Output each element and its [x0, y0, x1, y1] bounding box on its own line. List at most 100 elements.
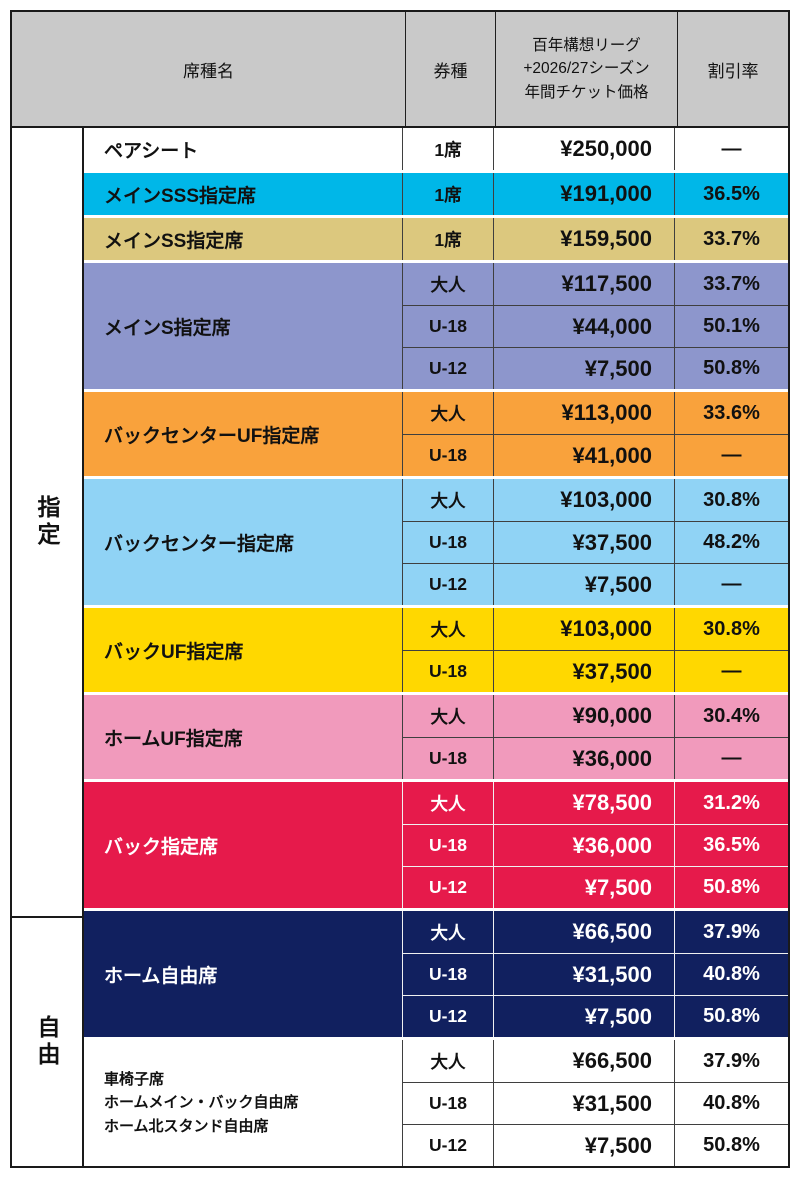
table-row: U-12 ¥7,500 — — [403, 563, 788, 605]
ticket-type: 大人 — [430, 793, 466, 814]
discount-rate: 33.7% — [703, 227, 760, 250]
discount-rate: 50.8% — [703, 357, 760, 379]
price: ¥66,500 — [493, 1040, 675, 1082]
ticket-type: U-18 — [429, 661, 467, 681]
ticket-type: U-18 — [429, 316, 467, 336]
table-row: U-18 ¥37,500 — — [403, 650, 788, 692]
ticket-type: 大人 — [430, 619, 466, 640]
table-row: U-18 ¥36,000 36.5% — [403, 824, 788, 866]
price: ¥159,500 — [493, 218, 675, 260]
discount-rate: 31.2% — [703, 791, 760, 814]
table-row: U-12 ¥7,500 50.8% — [403, 347, 788, 389]
table-body: 指定 自由 ペアシート 1席 ¥250,000 — メインSSS指定席 — [12, 128, 788, 1166]
discount-rate: 30.4% — [703, 704, 760, 727]
table-row: 大人 ¥103,000 30.8% — [403, 608, 788, 650]
group-back-center-uf: バックセンターUF指定席 大人 ¥113,000 33.6% U-18 ¥41,… — [84, 392, 788, 476]
table-row: U-12 ¥7,500 50.8% — [403, 866, 788, 908]
seat-name: バックセンター指定席 — [84, 479, 403, 605]
seat-name: ペアシート — [84, 128, 403, 170]
table-row: 大人 ¥66,500 37.9% — [403, 1040, 788, 1082]
discount-rate: 30.8% — [703, 488, 760, 511]
discount-rate: — — [721, 573, 742, 595]
price: ¥37,500 — [493, 651, 675, 692]
discount-rate: 48.2% — [703, 531, 760, 553]
group-back-uf: バックUF指定席 大人 ¥103,000 30.8% U-18 ¥37,500 … — [84, 608, 788, 692]
price: ¥78,500 — [493, 782, 675, 824]
ticket-type: 大人 — [430, 403, 466, 424]
price: ¥113,000 — [493, 392, 675, 434]
price: ¥191,000 — [493, 173, 675, 215]
table-row: U-18 ¥37,500 48.2% — [403, 521, 788, 563]
discount-rate: — — [721, 660, 742, 682]
groups-column: ペアシート 1席 ¥250,000 — メインSSS指定席 1席 — [84, 128, 788, 1166]
table-row: 大人 ¥90,000 30.4% — [403, 695, 788, 737]
table-row: 大人 ¥78,500 31.2% — [403, 782, 788, 824]
seat-name: メインS指定席 — [84, 263, 403, 389]
discount-rate: 40.8% — [703, 963, 760, 985]
discount-rate: 33.6% — [703, 401, 760, 424]
group-back-center: バックセンター指定席 大人 ¥103,000 30.8% U-18 ¥37,50… — [84, 479, 788, 605]
ticket-type: U-18 — [429, 532, 467, 552]
group-home-uf: ホームUF指定席 大人 ¥90,000 30.4% U-18 ¥36,000 — — [84, 695, 788, 779]
price: ¥7,500 — [493, 1125, 675, 1166]
table-row: 大人 ¥66,500 37.9% — [403, 911, 788, 953]
price-table: 席種名 券種 百年構想リーグ +2026/27シーズン 年間チケット価格 割引率… — [10, 10, 790, 1168]
group-pair-seat: ペアシート 1席 ¥250,000 — — [84, 128, 788, 170]
price: ¥36,000 — [493, 825, 675, 866]
table-row: U-12 ¥7,500 50.8% — [403, 1124, 788, 1166]
table-row: U-18 ¥31,500 40.8% — [403, 1082, 788, 1124]
price: ¥90,000 — [493, 695, 675, 737]
seat-name: ホームUF指定席 — [84, 695, 403, 779]
seat-name: メインSS指定席 — [84, 218, 403, 260]
ticket-type: U-18 — [429, 748, 467, 768]
price: ¥36,000 — [493, 738, 675, 779]
table-row: U-18 ¥31,500 40.8% — [403, 953, 788, 995]
price: ¥37,500 — [493, 522, 675, 563]
price: ¥250,000 — [493, 128, 675, 170]
ticket-type: U-18 — [429, 835, 467, 855]
ticket-type: U-18 — [429, 445, 467, 465]
group-main-s: メインS指定席 大人 ¥117,500 33.7% U-18 ¥44,000 5… — [84, 263, 788, 389]
table-row: U-12 ¥7,500 50.8% — [403, 995, 788, 1037]
discount-rate: 36.5% — [703, 834, 760, 856]
seat-name: バックUF指定席 — [84, 608, 403, 692]
table-row: 大人 ¥113,000 33.6% — [403, 392, 788, 434]
ticket-type: 大人 — [430, 490, 466, 511]
ticket-type: U-12 — [429, 877, 467, 897]
table-row: 1席 ¥191,000 36.5% — [403, 173, 788, 215]
table-row: U-18 ¥41,000 — — [403, 434, 788, 476]
discount-rate: 30.8% — [703, 617, 760, 640]
price: ¥41,000 — [493, 435, 675, 476]
ticket-type: 1席 — [434, 229, 462, 250]
discount-rate: 36.5% — [703, 182, 760, 205]
seat-name: バック指定席 — [84, 782, 403, 908]
discount-rate: 50.8% — [703, 1134, 760, 1156]
group-main-sss: メインSSS指定席 1席 ¥191,000 36.5% — [84, 173, 788, 215]
discount-rate: 50.8% — [703, 1005, 760, 1027]
ticket-type: 大人 — [430, 922, 466, 943]
price: ¥117,500 — [493, 263, 675, 305]
table-row: U-18 ¥44,000 50.1% — [403, 305, 788, 347]
price: ¥44,000 — [493, 306, 675, 347]
ticket-type: U-12 — [429, 1006, 467, 1026]
seat-name: バックセンターUF指定席 — [84, 392, 403, 476]
discount-rate: — — [721, 137, 742, 160]
price: ¥31,500 — [493, 954, 675, 995]
table-row: 大人 ¥117,500 33.7% — [403, 263, 788, 305]
ticket-type: 1席 — [434, 184, 462, 205]
table-row: 大人 ¥103,000 30.8% — [403, 479, 788, 521]
group-home-free: ホーム自由席 大人 ¥66,500 37.9% U-18 ¥31,500 40.… — [84, 911, 788, 1037]
header-price: 百年構想リーグ +2026/27シーズン 年間チケット価格 — [495, 12, 677, 126]
price: ¥7,500 — [493, 867, 675, 908]
price: ¥66,500 — [493, 911, 675, 953]
table-header: 席種名 券種 百年構想リーグ +2026/27シーズン 年間チケット価格 割引率 — [12, 12, 788, 128]
discount-rate: 40.8% — [703, 1092, 760, 1114]
table-row: U-18 ¥36,000 — — [403, 737, 788, 779]
seat-name: メインSSS指定席 — [84, 173, 403, 215]
discount-rate: — — [721, 747, 742, 769]
discount-rate: 33.7% — [703, 272, 760, 295]
group-wheelchair: 車椅子席 ホームメイン・バック自由席 ホーム北スタンド自由席 大人 ¥66,50… — [84, 1040, 788, 1166]
discount-rate: — — [721, 444, 742, 466]
table-row: 1席 ¥159,500 33.7% — [403, 218, 788, 260]
